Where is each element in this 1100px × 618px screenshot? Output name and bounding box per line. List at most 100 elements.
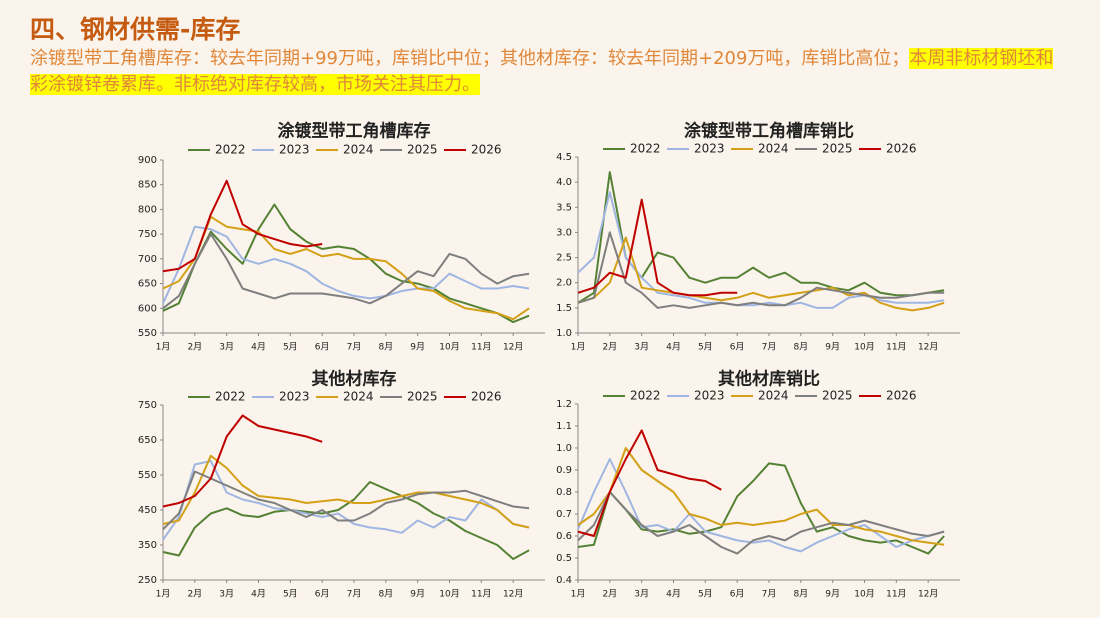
legend-label: 2022 bbox=[630, 142, 661, 156]
x-tick-label: 9月 bbox=[410, 589, 425, 600]
chart-title: 涂镀型带工角槽库存 bbox=[278, 121, 431, 142]
x-tick-label: 1月 bbox=[571, 589, 586, 600]
y-tick-label: 800 bbox=[138, 204, 157, 215]
y-tick-label: 750 bbox=[138, 229, 157, 240]
legend-label: 2022 bbox=[215, 390, 246, 404]
legend-label: 2026 bbox=[886, 142, 917, 156]
x-tick-label: 9月 bbox=[410, 342, 425, 353]
x-tick-label: 10月 bbox=[439, 342, 459, 353]
x-tick-label: 2月 bbox=[602, 589, 617, 600]
series-line bbox=[162, 203, 530, 324]
legend-label: 2025 bbox=[407, 143, 438, 157]
x-tick-label: 5月 bbox=[283, 589, 298, 600]
y-tick-label: 2.0 bbox=[556, 278, 572, 289]
legend-label: 2022 bbox=[630, 389, 661, 403]
x-tick-label: 4月 bbox=[666, 342, 681, 353]
y-tick-label: 1.5 bbox=[556, 303, 572, 314]
y-tick-label: 750 bbox=[138, 400, 157, 411]
y-tick-label: 0.8 bbox=[556, 487, 572, 498]
x-tick-label: 7月 bbox=[762, 589, 777, 600]
series-line bbox=[577, 462, 945, 555]
x-tick-label: 6月 bbox=[730, 589, 745, 600]
x-tick-label: 10月 bbox=[854, 342, 874, 353]
y-tick-label: 0.4 bbox=[556, 575, 572, 586]
y-tick-label: 0.7 bbox=[556, 509, 572, 520]
x-tick-label: 7月 bbox=[347, 589, 362, 600]
x-tick-label: 2月 bbox=[187, 342, 202, 353]
x-tick-label: 10月 bbox=[439, 589, 459, 600]
y-tick-label: 550 bbox=[138, 470, 157, 481]
chart-title: 其他材库销比 bbox=[718, 369, 820, 390]
x-tick-label: 8月 bbox=[793, 342, 808, 353]
x-tick-label: 1月 bbox=[156, 589, 171, 600]
x-tick-label: 12月 bbox=[503, 342, 523, 353]
series-line bbox=[162, 225, 530, 304]
legend-label: 2025 bbox=[822, 142, 853, 156]
y-tick-label: 2.5 bbox=[556, 253, 572, 264]
legend-label: 2023 bbox=[279, 390, 310, 404]
x-tick-label: 8月 bbox=[793, 589, 808, 600]
x-tick-label: 3月 bbox=[634, 589, 649, 600]
legend-label: 2023 bbox=[694, 389, 725, 403]
y-tick-label: 1.1 bbox=[556, 421, 572, 432]
series-line bbox=[162, 233, 530, 310]
summary-text: 涂镀型带工角槽库存：较去年同期+99万吨，库销比中位；其他材库存：较去年同期+2… bbox=[30, 48, 910, 69]
series-line bbox=[162, 454, 530, 529]
x-tick-label: 6月 bbox=[730, 342, 745, 353]
y-tick-label: 1.0 bbox=[556, 443, 572, 454]
y-tick-label: 1.2 bbox=[556, 399, 572, 410]
legend-label: 2023 bbox=[279, 143, 310, 157]
series-line bbox=[577, 231, 945, 309]
y-tick-label: 250 bbox=[138, 575, 157, 586]
y-tick-label: 900 bbox=[138, 155, 157, 166]
series-line bbox=[162, 414, 323, 508]
y-tick-label: 4.5 bbox=[556, 152, 572, 163]
series-line bbox=[577, 429, 722, 537]
chart-title: 涂镀型带工角槽库销比 bbox=[684, 121, 854, 142]
y-tick-label: 3.0 bbox=[556, 227, 572, 238]
legend-label: 2024 bbox=[758, 389, 789, 403]
series-line bbox=[162, 179, 323, 273]
y-tick-label: 0.9 bbox=[556, 465, 572, 476]
x-tick-label: 6月 bbox=[315, 342, 330, 353]
y-tick-label: 1.0 bbox=[556, 328, 572, 339]
x-tick-label: 5月 bbox=[698, 589, 713, 600]
x-tick-label: 11月 bbox=[886, 342, 906, 353]
x-tick-label: 11月 bbox=[471, 342, 491, 353]
x-tick-label: 8月 bbox=[378, 342, 393, 353]
x-tick-label: 11月 bbox=[471, 589, 491, 600]
x-tick-label: 4月 bbox=[251, 342, 266, 353]
x-tick-label: 7月 bbox=[347, 342, 362, 353]
summary: 涂镀型带工角槽库存：较去年同期+99万吨，库销比中位；其他材库存：较去年同期+2… bbox=[30, 46, 1070, 98]
x-tick-label: 8月 bbox=[378, 589, 393, 600]
x-tick-label: 9月 bbox=[825, 342, 840, 353]
x-tick-label: 12月 bbox=[918, 342, 938, 353]
y-tick-label: 600 bbox=[138, 303, 157, 314]
y-tick-label: 650 bbox=[138, 435, 157, 446]
x-tick-label: 7月 bbox=[762, 342, 777, 353]
x-tick-label: 12月 bbox=[503, 589, 523, 600]
y-tick-label: 550 bbox=[138, 328, 157, 339]
x-tick-label: 3月 bbox=[634, 342, 649, 353]
series-line bbox=[577, 171, 945, 304]
x-tick-label: 12月 bbox=[918, 589, 938, 600]
x-tick-label: 5月 bbox=[283, 342, 298, 353]
series-line bbox=[162, 215, 530, 321]
y-tick-label: 3.5 bbox=[556, 202, 572, 213]
x-tick-label: 2月 bbox=[602, 342, 617, 353]
x-tick-label: 4月 bbox=[251, 589, 266, 600]
series-line bbox=[577, 491, 945, 555]
y-tick-label: 700 bbox=[138, 254, 157, 265]
legend-label: 2024 bbox=[343, 390, 374, 404]
legend-label: 2026 bbox=[471, 390, 502, 404]
x-tick-label: 11月 bbox=[886, 589, 906, 600]
series-line bbox=[162, 470, 530, 531]
chart-title: 其他材库存 bbox=[312, 369, 397, 390]
page-title: 四、钢材供需-库存 bbox=[30, 15, 241, 44]
legend-label: 2023 bbox=[694, 142, 725, 156]
series-line bbox=[577, 191, 945, 309]
x-tick-label: 3月 bbox=[219, 342, 234, 353]
x-tick-label: 10月 bbox=[854, 589, 874, 600]
